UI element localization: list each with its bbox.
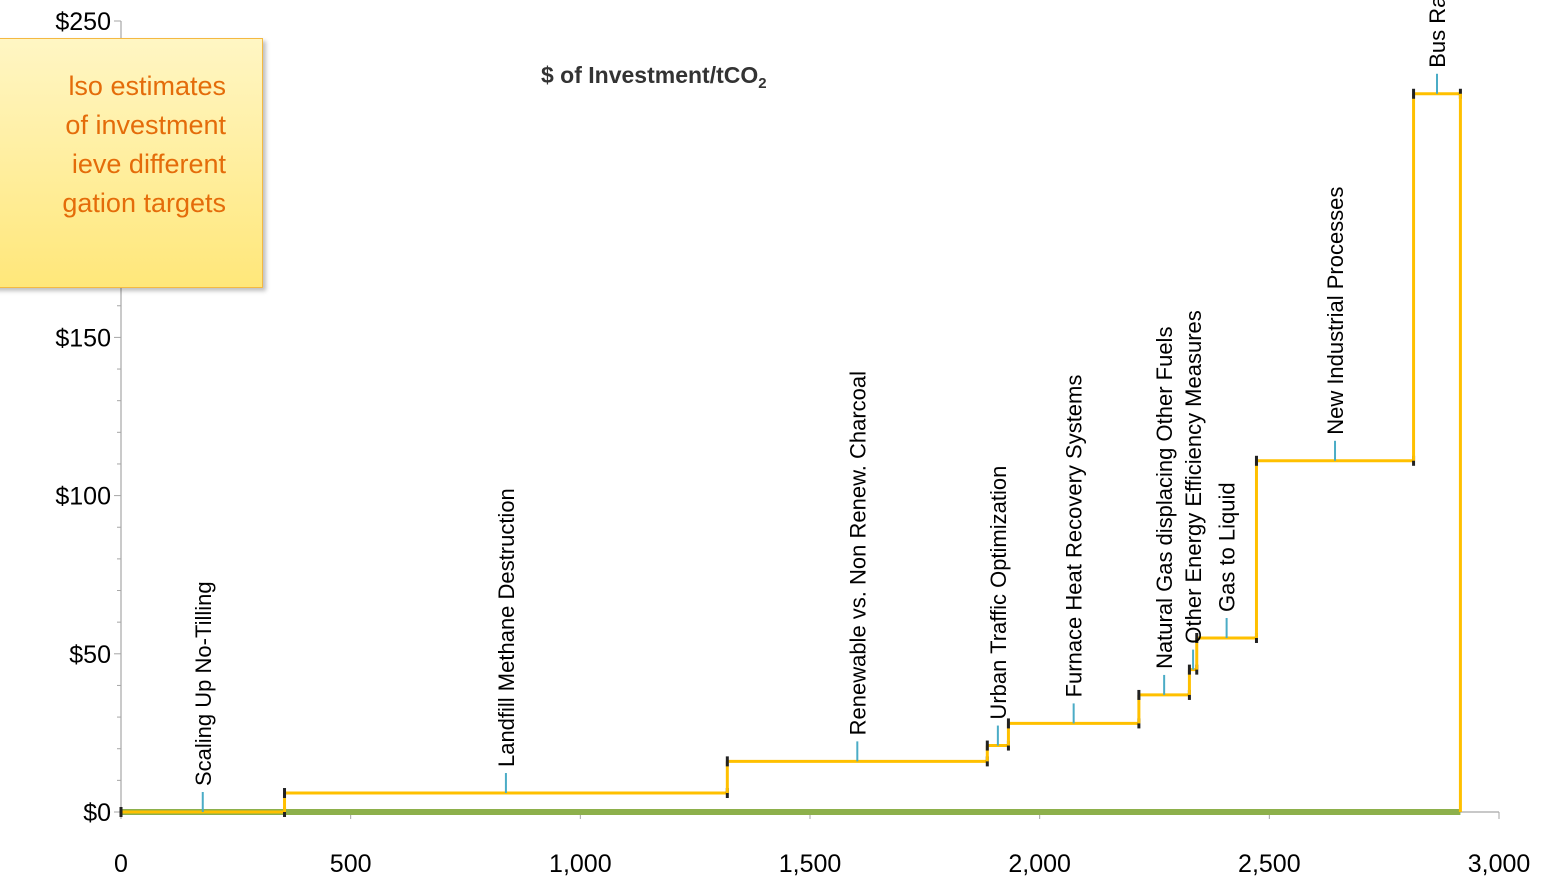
segment-label: Furnace Heat Recovery Systems	[1062, 375, 1087, 698]
segment-label: Bus Rapid Transit (BRT)	[1425, 0, 1450, 68]
y-tick-label: $250	[55, 8, 111, 36]
segment-label: Gas to Liquid	[1215, 482, 1240, 612]
y-tick-label: $0	[83, 799, 111, 827]
segment-label: Other Energy Efficiency Measures	[1181, 310, 1206, 643]
chart-axes: $0 $50 $100 $150 $250 0 500 1,000 1,500 2,000 2,50…	[55, 8, 1530, 878]
segment-label: Renewable vs. Non Renew. Charcoal	[845, 371, 870, 735]
y-tick-label: $150	[55, 324, 111, 352]
x-tick-label: 1,500	[779, 850, 842, 878]
segment-label: Natural Gas displacing Other Fuels	[1152, 327, 1177, 669]
x-tick-label: 1,000	[549, 850, 612, 878]
x-tick-label: 500	[330, 850, 372, 878]
segment-label: Landfill Methane Destruction	[494, 488, 519, 767]
x-tick-label: 2,500	[1238, 850, 1301, 878]
step-series	[119, 88, 1462, 817]
segment-label: Urban Traffic Optimization	[986, 466, 1011, 720]
segment-label: New Industrial Processes	[1323, 187, 1348, 435]
chart-title: $ of Investment/tCO2	[541, 62, 767, 92]
callout-box: lso estimates of investment ieve differe…	[0, 38, 263, 288]
segment-labels: Scaling Up No-Tilling Landfill Methane De…	[191, 0, 1450, 812]
callout-text: lso estimates of investment ieve differe…	[62, 71, 226, 218]
y-tick-label: $50	[69, 641, 111, 669]
x-tick-label: 3,000	[1468, 850, 1531, 878]
x-tick-label: 0	[114, 850, 128, 878]
y-tick-label: $100	[55, 483, 111, 511]
x-tick-label: 2,000	[1008, 850, 1071, 878]
segment-label: Scaling Up No-Tilling	[191, 581, 216, 786]
